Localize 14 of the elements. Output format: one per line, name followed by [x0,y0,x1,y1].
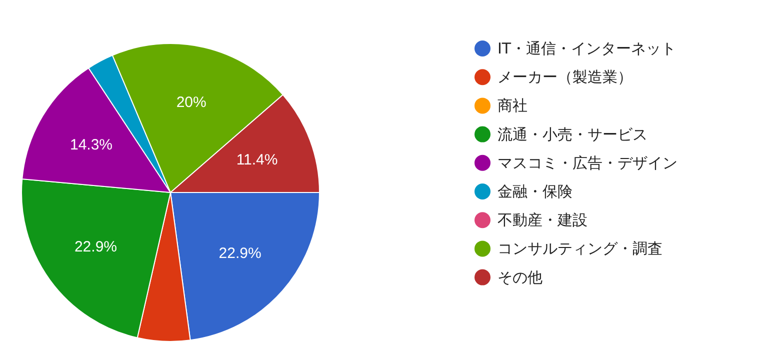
legend-label: コンサルティング・調査 [498,240,662,258]
legend-label: 不動産・建設 [498,211,588,230]
data-label: 22.9% [74,238,118,256]
data-label: 22.9% [218,244,262,262]
legend-label: マスコミ・広告・デザイン [498,154,678,172]
legend-label: IT・通信・インターネット [498,40,676,58]
legend-label: メーカー（製造業） [498,68,632,86]
legend-label: その他 [498,268,542,286]
data-label: 14.3% [70,136,113,154]
legend-label: 商社 [498,96,528,115]
legend-label: 金融・保険 [498,182,572,200]
legend-label: 流通・小売・サービス [498,125,648,144]
data-label: 20% [176,94,206,111]
data-label: 11.4% [236,152,278,169]
